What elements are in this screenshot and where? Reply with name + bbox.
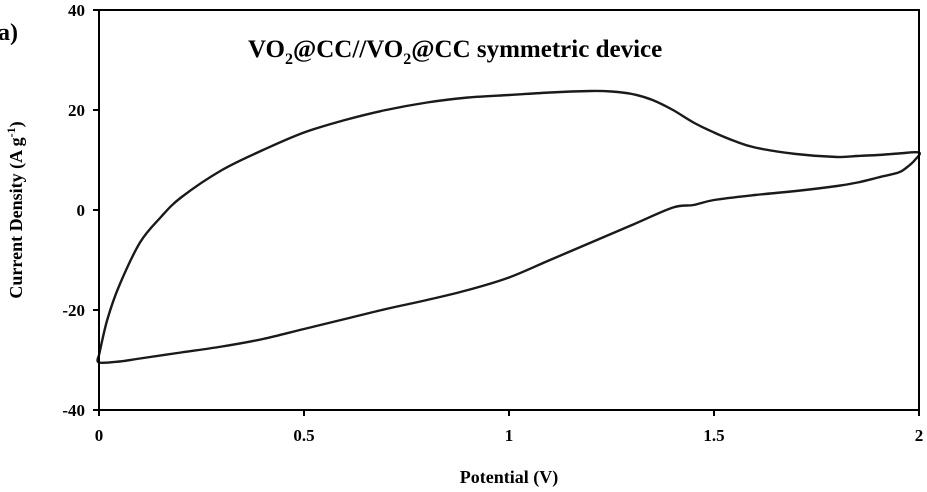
- title-suffix: @CC symmetric device: [411, 36, 662, 63]
- y-tick-label: 0: [77, 201, 86, 220]
- x-tick-label: 1: [505, 426, 514, 445]
- y-axis-title: Current Density (A g-1): [4, 121, 27, 298]
- y-tick-label: -40: [62, 401, 85, 420]
- y-axis-title-sup: -1: [4, 127, 18, 137]
- y-axis-title-close: ): [6, 121, 27, 127]
- cv-curve: [96, 89, 921, 365]
- title-subscript-1: 2: [285, 51, 293, 68]
- panel-label: (a): [0, 20, 18, 46]
- plot-frame: [98, 9, 920, 411]
- x-axis-title: Potential (V): [460, 467, 558, 488]
- y-tick-label: 20: [68, 101, 85, 120]
- y-tick-label: 40: [68, 1, 85, 20]
- x-tick-label: 2: [915, 426, 924, 445]
- plot-area: [96, 89, 921, 365]
- axis-ticks: 0 0.5 1 1.5 2 -40 -20 0 20 40: [62, 1, 923, 445]
- y-axis-title-text: Current Density (A g: [6, 137, 27, 298]
- title-prefix: VO: [248, 36, 285, 63]
- x-tick-label: 0: [95, 426, 104, 445]
- chart-title: VO2@CC//VO2@CC symmetric device: [248, 36, 662, 68]
- x-tick-label: 0.5: [293, 426, 314, 445]
- y-tick-label: -20: [62, 301, 85, 320]
- title-subscript-2: 2: [403, 51, 411, 68]
- title-middle: @CC//VO: [293, 36, 403, 63]
- x-tick-label: 1.5: [703, 426, 724, 445]
